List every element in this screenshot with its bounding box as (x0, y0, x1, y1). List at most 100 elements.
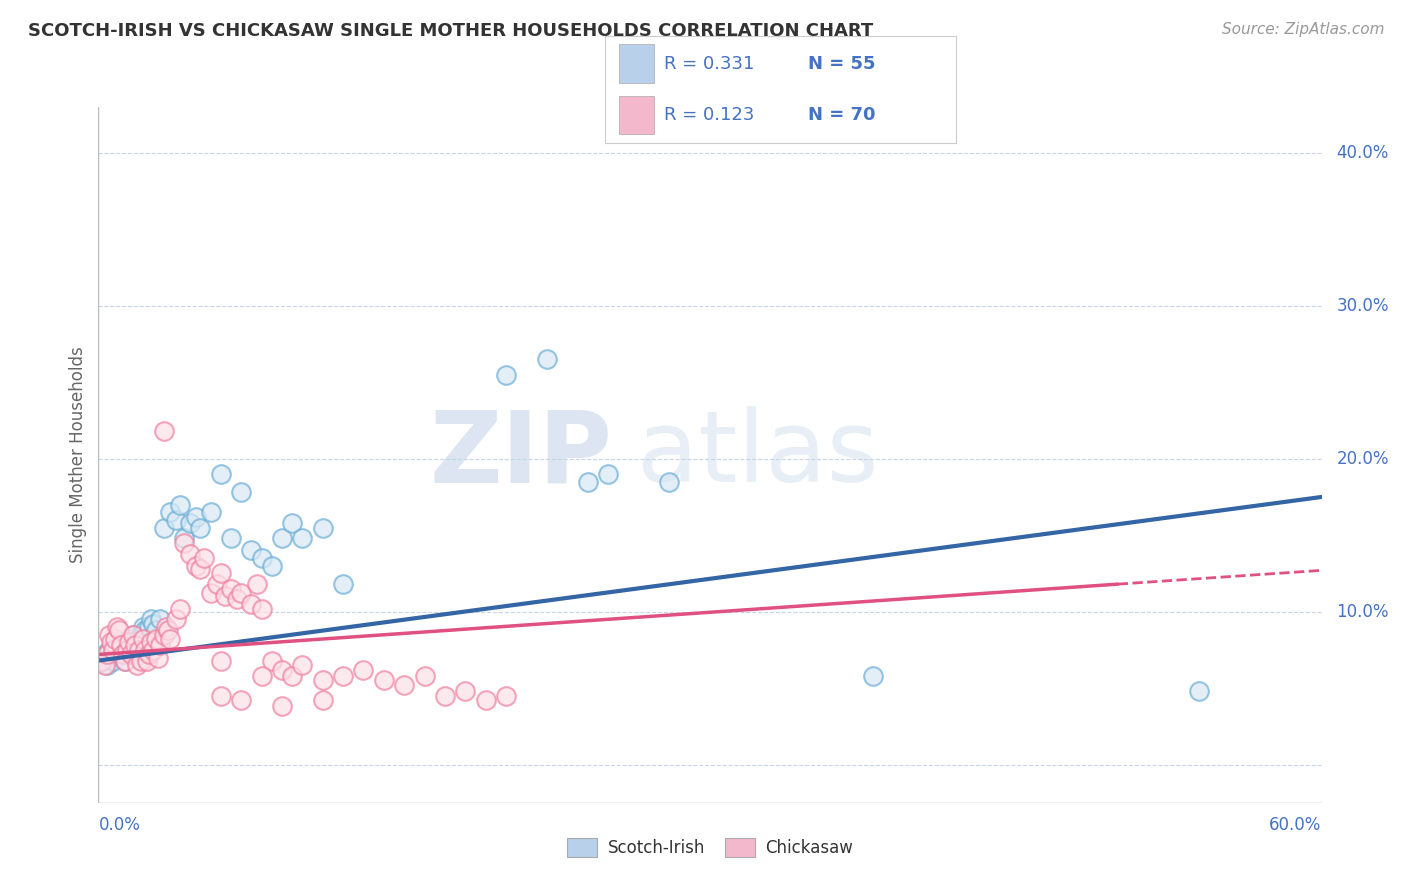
Point (145, 632, 167, 647)
Point (188, 562, 212, 576)
Point (281, 669, 304, 683)
Point (231, 586, 253, 600)
Point (124, 635, 146, 649)
Point (159, 505, 181, 519)
Text: ZIP: ZIP (429, 407, 612, 503)
Point (173, 531, 195, 545)
Text: 60.0%: 60.0% (1270, 816, 1322, 834)
Point (120, 638, 142, 652)
Point (115, 643, 138, 657)
Point (145, 623, 167, 637)
Point (152, 520, 174, 534)
Point (108, 623, 131, 637)
Point (250, 551, 273, 566)
Point (100, 650, 122, 665)
Point (186, 558, 208, 573)
Point (270, 531, 294, 545)
Point (246, 577, 269, 591)
Point (101, 654, 124, 668)
Point (312, 520, 335, 534)
Text: R = 0.331: R = 0.331 (665, 54, 755, 72)
FancyBboxPatch shape (619, 95, 654, 134)
Point (122, 627, 145, 641)
Point (165, 612, 187, 626)
Point (122, 627, 145, 641)
Point (209, 566, 232, 581)
Point (373, 673, 395, 688)
Point (474, 693, 498, 707)
Point (141, 635, 163, 649)
Point (93, 658, 115, 673)
Point (110, 638, 132, 652)
Point (392, 678, 416, 692)
Point (127, 658, 149, 673)
Text: 20.0%: 20.0% (1336, 450, 1389, 467)
Text: 10.0%: 10.0% (1336, 603, 1389, 621)
Point (240, 597, 263, 611)
Text: SCOTCH-IRISH VS CHICKASAW SINGLE MOTHER HOUSEHOLDS CORRELATION CHART: SCOTCH-IRISH VS CHICKASAW SINGLE MOTHER … (28, 22, 873, 40)
Point (120, 648, 142, 662)
Point (155, 620, 177, 634)
Point (260, 558, 283, 573)
Point (136, 654, 159, 668)
Point (260, 654, 283, 668)
Point (250, 601, 273, 615)
Point (226, 592, 249, 607)
Point (454, 684, 477, 698)
Point (152, 424, 174, 438)
Point (115, 643, 138, 657)
Text: 40.0%: 40.0% (1336, 144, 1389, 162)
Point (114, 654, 136, 668)
Point (152, 627, 174, 641)
Point (413, 669, 436, 683)
Y-axis label: Single Mother Households: Single Mother Households (69, 347, 87, 563)
Point (97, 627, 120, 641)
Point (96, 648, 118, 662)
Point (281, 516, 304, 530)
Point (188, 520, 212, 534)
Point (312, 673, 335, 688)
Point (291, 658, 314, 673)
Point (101, 643, 124, 657)
Point (114, 654, 136, 668)
Point (312, 693, 335, 707)
Point (495, 689, 517, 703)
Point (270, 663, 294, 677)
Point (136, 632, 159, 647)
Point (105, 620, 128, 634)
Point (100, 635, 122, 649)
Point (105, 643, 128, 657)
Text: N = 55: N = 55 (808, 54, 876, 72)
Point (129, 654, 152, 668)
Point (332, 669, 354, 683)
Point (97, 643, 120, 657)
Point (231, 485, 253, 500)
Point (250, 669, 273, 683)
Point (156, 623, 179, 637)
Point (142, 643, 165, 657)
Point (165, 513, 187, 527)
Point (149, 638, 172, 652)
Point (169, 601, 191, 615)
Point (104, 648, 127, 662)
Point (209, 654, 232, 668)
Text: 0.0%: 0.0% (98, 816, 141, 834)
Point (138, 648, 160, 662)
Text: N = 70: N = 70 (808, 106, 876, 124)
Point (193, 551, 215, 566)
Point (141, 612, 163, 626)
Point (352, 663, 374, 677)
Point (142, 616, 165, 631)
Point (108, 635, 131, 649)
Point (186, 509, 208, 524)
FancyBboxPatch shape (619, 45, 654, 83)
Point (111, 648, 134, 662)
Text: Source: ZipAtlas.com: Source: ZipAtlas.com (1222, 22, 1385, 37)
Point (270, 699, 294, 714)
Point (219, 582, 242, 596)
Point (93, 648, 115, 662)
Point (434, 689, 457, 703)
Point (91, 654, 114, 668)
Point (96, 658, 118, 673)
Point (200, 586, 222, 600)
